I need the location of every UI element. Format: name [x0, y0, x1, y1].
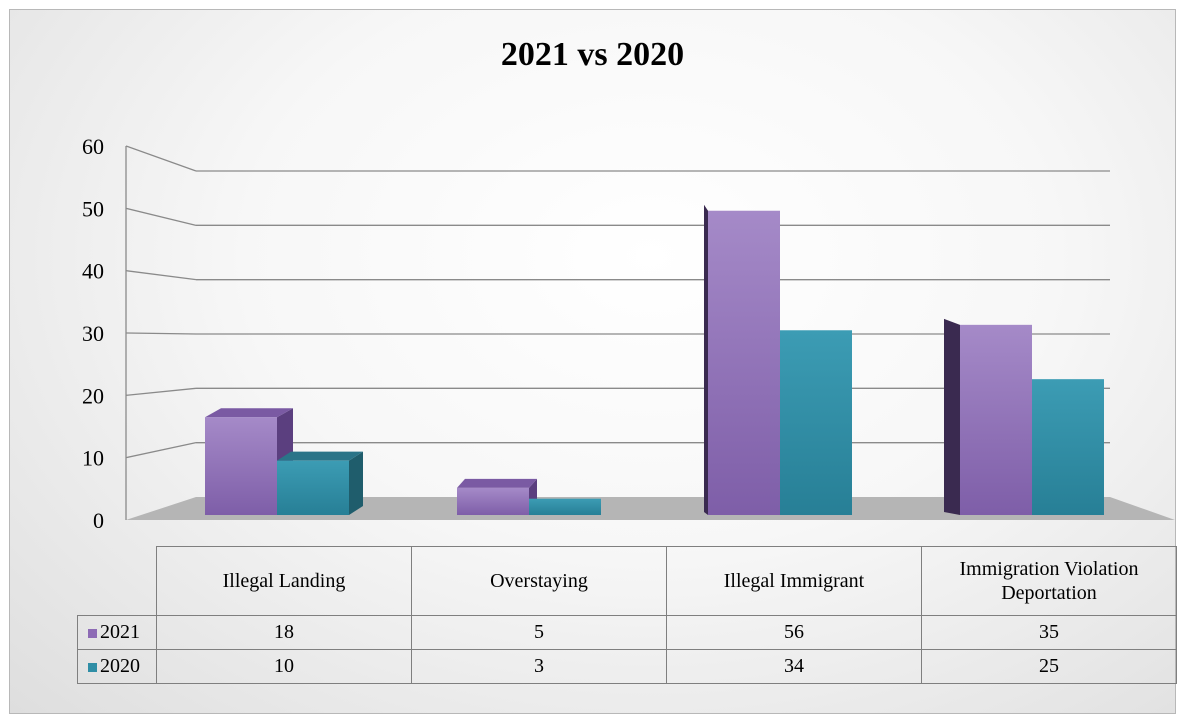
bar-top	[457, 478, 537, 488]
data-label: 34	[666, 649, 922, 684]
gridline	[125, 145, 197, 172]
bar-top	[277, 451, 363, 461]
bar-front	[1032, 379, 1104, 515]
data-table-row-2021: 2021 18 5 56 35	[77, 615, 1177, 650]
y-tick-label: 50	[82, 196, 104, 221]
data-label: 56	[666, 615, 922, 650]
data-table-row-2020: 2020 10 3 34 25	[77, 649, 1177, 684]
bar-side	[704, 204, 708, 515]
data-label: 25	[921, 649, 1177, 684]
bar-top	[205, 408, 293, 418]
y-tick-label: 30	[82, 321, 104, 346]
data-label: 35	[921, 615, 1177, 650]
category-label: Illegal Landing	[222, 570, 346, 592]
y-tick-label: 20	[82, 383, 104, 408]
legend-label: 2021	[100, 621, 140, 643]
data-label: 10	[156, 649, 412, 684]
y-tick-label: 0	[93, 508, 104, 533]
legend-entry-2020: 2020	[77, 649, 157, 684]
bar-front	[708, 210, 780, 515]
floor	[126, 497, 1175, 520]
bar-side	[349, 451, 363, 515]
gridline	[125, 442, 197, 459]
bar-front	[457, 487, 529, 515]
bar-front	[529, 498, 601, 515]
bar	[1032, 379, 1104, 515]
y-tick-label: 10	[82, 446, 104, 471]
y-tick-label: 60	[82, 134, 104, 159]
category-header-illegal-immigrant: Illegal Immigrant	[666, 546, 922, 616]
bar	[944, 318, 1032, 515]
gridline	[125, 207, 197, 226]
gridline	[125, 332, 197, 335]
category-header-illegal-landing: Illegal Landing	[156, 546, 412, 616]
bar-side	[944, 318, 960, 515]
bar	[780, 330, 852, 515]
category-header-immigration-violation-deportation: Immigration Violation Deportation	[921, 546, 1177, 616]
data-label: 18	[156, 615, 412, 650]
bar	[277, 451, 363, 515]
category-label: Deportation	[1001, 582, 1097, 604]
bar-front	[960, 324, 1032, 515]
data-table-corner	[77, 546, 157, 616]
category-label: Overstaying	[490, 570, 588, 592]
chart-title: 2021 vs 2020	[500, 36, 685, 73]
y-tick-label: 40	[82, 259, 104, 284]
legend-swatch-2021	[88, 628, 97, 638]
gridline	[125, 387, 197, 396]
data-label: 3	[411, 649, 667, 684]
bar	[704, 204, 780, 515]
bar-front	[277, 460, 349, 515]
legend-label: 2020	[100, 655, 140, 677]
legend-swatch-2020	[88, 662, 97, 672]
category-label: Immigration Violation	[959, 558, 1139, 580]
bar-front	[780, 330, 852, 515]
legend-entry-2021: 2021	[77, 615, 157, 650]
data-label: 5	[411, 615, 667, 650]
data-table: Illegal Landing Overstaying Illegal Immi…	[77, 546, 1177, 684]
bar	[457, 478, 537, 515]
data-table-header-row: Illegal Landing Overstaying Illegal Immi…	[77, 546, 1177, 616]
bar	[529, 498, 601, 515]
gridline	[125, 270, 197, 281]
category-header-overstaying: Overstaying	[411, 546, 667, 616]
category-label: Illegal Immigrant	[723, 570, 865, 592]
bar-front	[205, 417, 277, 515]
